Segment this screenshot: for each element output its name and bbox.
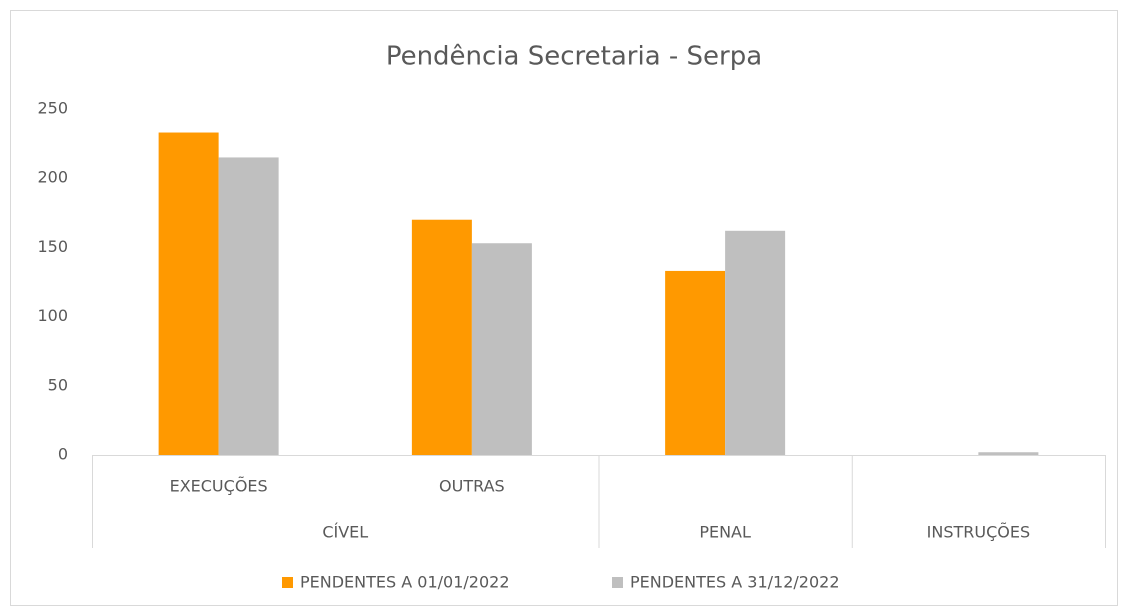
legend-swatch	[282, 577, 293, 588]
y-tick-label: 250	[37, 99, 68, 118]
bar	[411, 219, 472, 455]
legend-label: PENDENTES A 31/12/2022	[630, 573, 840, 592]
legend-swatch	[612, 577, 623, 588]
x-tick-label: OUTRAS	[439, 477, 505, 496]
bar	[471, 243, 532, 455]
x-tick-label: EXECUÇÕES	[170, 477, 268, 496]
y-tick-label: 100	[37, 306, 68, 325]
y-tick-label: 0	[58, 445, 68, 464]
group-label: INSTRUÇÕES	[927, 523, 1030, 542]
group-label: PENAL	[699, 523, 751, 542]
bar	[158, 132, 219, 455]
legend-label: PENDENTES A 01/01/2022	[300, 573, 510, 592]
y-tick-label: 50	[48, 375, 68, 394]
bar	[665, 270, 726, 455]
chart-title: Pendência Secretaria - Serpa	[386, 42, 762, 72]
y-tick-label: 200	[37, 168, 68, 187]
bar	[218, 157, 279, 455]
bar	[978, 452, 1039, 455]
group-label: CÍVEL	[322, 523, 368, 542]
y-tick-label: 150	[37, 237, 68, 256]
bar	[725, 230, 786, 455]
